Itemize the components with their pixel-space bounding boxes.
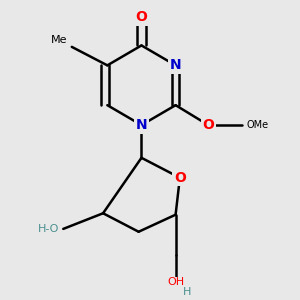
Text: O: O bbox=[174, 171, 186, 185]
Text: N: N bbox=[170, 58, 182, 72]
Text: N: N bbox=[136, 118, 147, 132]
Text: H-O: H-O bbox=[38, 224, 59, 234]
Text: OMe: OMe bbox=[247, 120, 269, 130]
Text: OH: OH bbox=[167, 277, 184, 287]
Text: H: H bbox=[183, 287, 191, 297]
Text: O: O bbox=[136, 10, 147, 24]
Text: O: O bbox=[202, 118, 214, 132]
Text: Me: Me bbox=[51, 35, 68, 45]
